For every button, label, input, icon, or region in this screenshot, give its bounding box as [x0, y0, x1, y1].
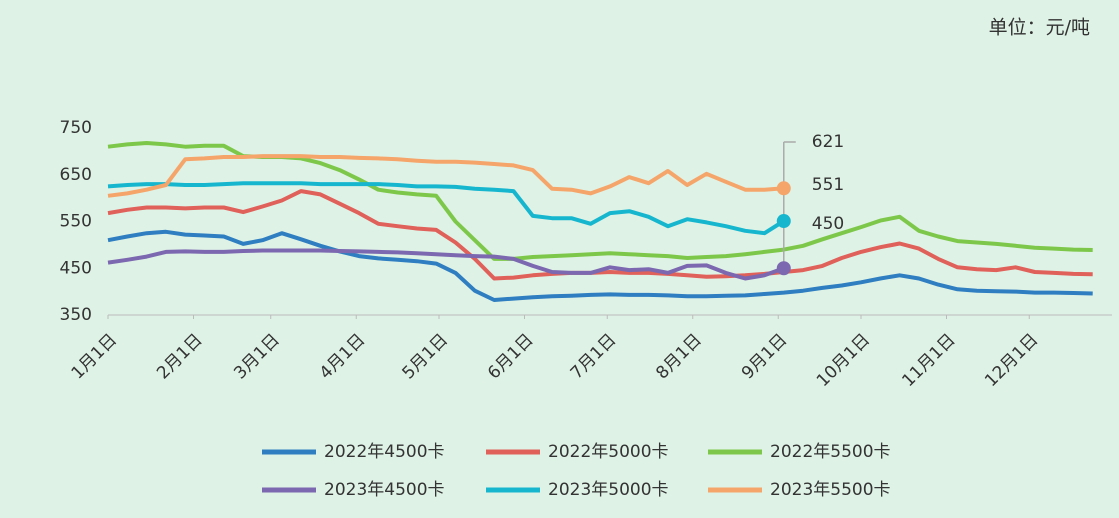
end-label: 621	[812, 132, 844, 152]
legend-label: 2023年4500卡	[324, 480, 445, 500]
legend-label: 2023年5500卡	[770, 480, 891, 500]
legend-label: 2023年5000卡	[548, 480, 669, 500]
y-tick-label: 550	[60, 212, 92, 232]
y-tick-label: 450	[60, 258, 92, 278]
series-line	[107, 229, 1093, 302]
y-tick-label: 350	[60, 305, 92, 325]
y-tick-label: 650	[60, 165, 92, 185]
end-dot	[776, 261, 791, 276]
series-line	[107, 248, 785, 281]
y-tick-label: 750	[60, 118, 92, 138]
end-dot	[776, 214, 791, 229]
end-dot	[776, 181, 791, 196]
legend-label: 2022年4500卡	[324, 442, 445, 462]
end-label: 450	[812, 214, 844, 234]
end-label: 551	[812, 175, 844, 195]
series-line	[107, 181, 785, 236]
legend-label: 2022年5000卡	[548, 442, 669, 462]
series-line	[107, 154, 784, 198]
series-line	[107, 189, 1093, 281]
legend-label: 2022年5500卡	[770, 442, 891, 462]
unit-label: 单位：元/吨	[989, 17, 1090, 39]
